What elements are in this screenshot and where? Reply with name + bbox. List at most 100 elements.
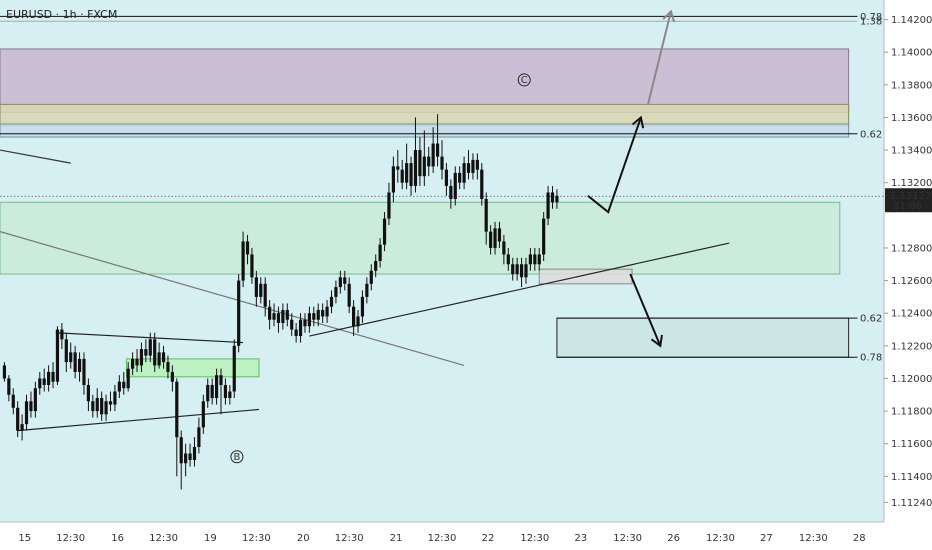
candle-body	[55, 329, 60, 382]
trendline-ascending	[309, 242, 730, 337]
candle-body	[294, 329, 298, 337]
candle-body	[42, 378, 46, 385]
candle-body	[281, 309, 285, 323]
candle-body	[69, 352, 73, 363]
candle-body	[188, 453, 192, 461]
x-tick-label: 12:30	[520, 533, 549, 544]
candle-body	[343, 277, 347, 284]
y-tick-label: 1.12000	[891, 374, 932, 385]
candle-body	[405, 163, 409, 183]
candle-body	[223, 384, 228, 399]
x-tick-label: 12:30	[149, 533, 178, 544]
candle-body	[480, 169, 484, 200]
candle-body	[24, 401, 29, 425]
fib-level-label-1: 1.38	[860, 17, 882, 28]
candle-body	[290, 319, 294, 330]
x-tick-label: 19	[204, 533, 217, 544]
x-tick-label: 15	[18, 533, 31, 544]
candle-body	[533, 254, 537, 265]
candle-body	[440, 156, 444, 170]
candle-body	[254, 277, 258, 297]
candle-body	[422, 156, 426, 177]
candle-body	[475, 159, 479, 170]
candle-body	[104, 401, 108, 415]
candle-body	[458, 172, 462, 183]
candle-body	[206, 384, 210, 402]
candle-body	[462, 163, 466, 183]
candle-body	[484, 199, 488, 232]
x-tick-label: 21	[390, 533, 403, 544]
candle-body	[418, 150, 422, 177]
candle-body	[100, 398, 104, 415]
candle-body	[360, 296, 365, 317]
y-tick-label: 1.12200	[891, 341, 932, 352]
candle-body	[117, 381, 121, 392]
candle-body	[382, 218, 387, 245]
lower-target-zone	[556, 317, 850, 358]
candle-body	[268, 306, 272, 320]
candle-body	[179, 437, 183, 464]
last-price-badge	[885, 188, 932, 213]
candle-body	[413, 150, 418, 186]
candle-body	[263, 283, 267, 307]
arrow-head-up	[631, 115, 645, 129]
candle-body	[175, 381, 179, 438]
upper-purple-zone	[0, 48, 850, 114]
candle-body	[64, 339, 68, 363]
candle-body	[2, 365, 7, 379]
fib-level-label-4: 0.78	[860, 353, 882, 364]
candle-body	[307, 313, 311, 327]
candle-body	[7, 378, 11, 395]
candle-body	[259, 283, 263, 297]
candle-body	[210, 384, 214, 399]
candle-body	[161, 352, 166, 363]
y-tick-label: 1.13600	[891, 113, 932, 124]
candle-body	[228, 391, 232, 399]
candle-body	[250, 254, 254, 278]
candle-body	[285, 309, 289, 320]
candle-body	[29, 401, 33, 412]
trendline-descending	[0, 231, 465, 366]
candle-body	[232, 345, 236, 392]
wave-label-C: C	[521, 75, 528, 86]
x-tick-label: 23	[574, 533, 587, 544]
x-tick-label: 12:30	[613, 533, 642, 544]
candle-body	[396, 166, 400, 170]
wave-label-circle-C	[517, 73, 531, 87]
candle-body	[241, 241, 245, 281]
x-tick-label: 12:30	[706, 533, 735, 544]
candle-body	[33, 388, 37, 412]
price-axis-panel	[884, 0, 932, 550]
candle-body	[542, 218, 546, 255]
y-tick-label: 1.12400	[891, 309, 932, 320]
candle-body	[91, 401, 95, 412]
candle-body	[316, 309, 320, 320]
candle-body	[431, 143, 435, 167]
x-tick-label: 16	[111, 533, 124, 544]
y-tick-label: 1.14000	[891, 48, 932, 59]
candle-body	[20, 424, 24, 431]
x-tick-label: 20	[297, 533, 310, 544]
candle-body	[387, 192, 391, 219]
candle-body	[391, 166, 395, 193]
candle-body	[108, 401, 113, 405]
candle-body	[245, 241, 250, 255]
last-price-value: 1.13117	[890, 191, 931, 202]
y-tick-label: 1.11800	[891, 407, 932, 418]
candle-body	[166, 362, 170, 372]
candle-body	[466, 163, 471, 173]
candle-body	[95, 398, 99, 412]
wave-label-circle-B	[230, 450, 244, 464]
candle-body	[338, 277, 342, 288]
candle-body	[537, 254, 541, 265]
projection-path-up	[587, 117, 642, 214]
time-axis-panel	[0, 522, 884, 550]
projection-path-down	[629, 273, 662, 347]
candle-body	[38, 378, 42, 389]
candle-body	[506, 254, 510, 265]
fib-level-label-3: 0.62	[860, 314, 882, 325]
candle-body	[122, 381, 126, 389]
x-tick-label: 12:30	[242, 533, 271, 544]
